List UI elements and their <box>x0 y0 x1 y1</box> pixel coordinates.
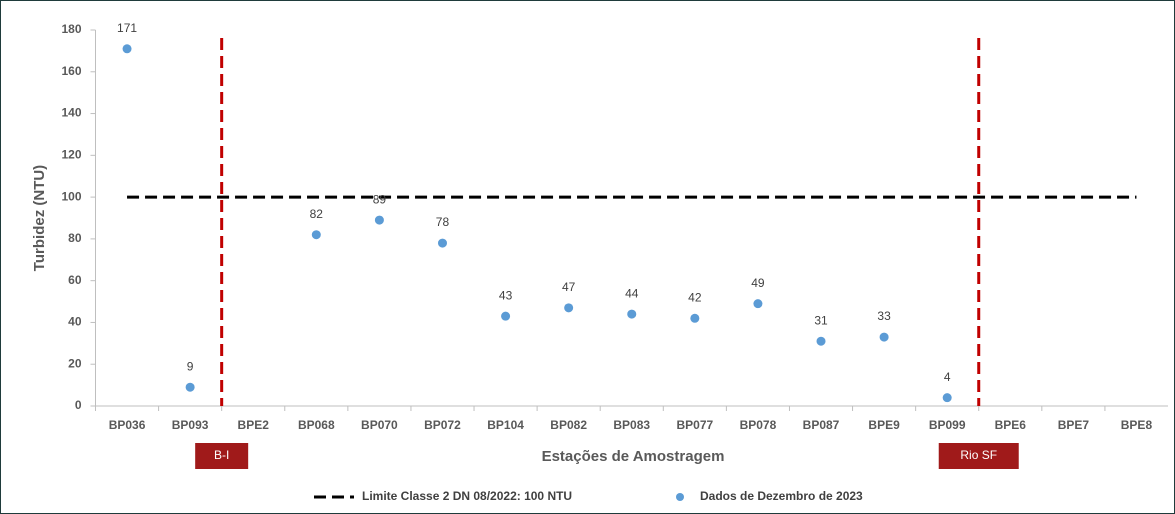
y-tick-label: 60 <box>68 273 82 287</box>
legend-label: Limite Classe 2 DN 08/2022: 100 NTU <box>362 489 572 503</box>
divider-label: B-I <box>214 448 229 462</box>
x-tick-label: BP083 <box>613 418 650 432</box>
data-label: 47 <box>562 280 576 294</box>
x-tick-label: BPE9 <box>868 418 900 432</box>
point <box>816 336 826 346</box>
data-label: 49 <box>751 276 765 290</box>
data-label: 78 <box>436 215 450 229</box>
x-tick-label: BP072 <box>424 418 461 432</box>
data-label: 171 <box>117 21 137 35</box>
y-tick-label: 0 <box>75 398 82 412</box>
point <box>122 44 132 54</box>
x-tick-label: BP104 <box>487 418 524 432</box>
point <box>564 303 574 313</box>
data-label: 43 <box>499 288 513 302</box>
x-tick-label: BPE6 <box>995 418 1027 432</box>
y-tick-label: 80 <box>68 231 82 245</box>
x-tick-label: BP099 <box>929 418 966 432</box>
x-tick-label: BP082 <box>550 418 587 432</box>
x-tick-label: BP036 <box>109 418 146 432</box>
x-tick-label: BP078 <box>740 418 777 432</box>
y-tick-label: 20 <box>68 356 82 370</box>
point <box>311 230 321 240</box>
point <box>374 215 384 225</box>
point <box>942 393 952 403</box>
y-axis-title: Turbidez (NTU) <box>31 165 48 271</box>
divider-label-box <box>195 443 249 469</box>
data-label: 42 <box>688 290 702 304</box>
x-tick-label: BP068 <box>298 418 335 432</box>
x-tick-label: BPE8 <box>1121 418 1153 432</box>
x-axis-title: Estações de Amostragem <box>542 448 725 465</box>
y-tick-label: 140 <box>61 106 81 120</box>
x-tick-label: BPE2 <box>238 418 270 432</box>
data-label: 33 <box>877 309 891 323</box>
divider-label-box <box>938 443 1019 469</box>
data-label: 44 <box>625 286 639 300</box>
y-tick-label: 180 <box>61 22 81 36</box>
y-tick-label: 40 <box>68 315 82 329</box>
x-tick-label: BPE7 <box>1058 418 1090 432</box>
data-label: 82 <box>310 207 324 221</box>
point <box>690 313 700 323</box>
legend-label: Dados de Dezembro de 2023 <box>700 489 863 503</box>
x-tick-label: BP087 <box>803 418 840 432</box>
point <box>185 382 195 392</box>
point <box>501 311 511 321</box>
point <box>437 238 447 248</box>
x-tick-label: BP070 <box>361 418 398 432</box>
data-label: 4 <box>944 370 951 384</box>
x-tick-label: BP093 <box>172 418 209 432</box>
point <box>879 332 889 342</box>
data-label: 89 <box>373 192 387 206</box>
divider-label: Rio SF <box>960 448 997 462</box>
legend-swatch <box>676 493 684 501</box>
y-tick-label: 100 <box>61 189 81 203</box>
data-label: 31 <box>814 313 828 327</box>
point <box>753 299 763 309</box>
y-tick-label: 120 <box>61 148 81 162</box>
y-tick-label: 160 <box>61 64 81 78</box>
x-tick-label: BP077 <box>676 418 713 432</box>
point <box>627 309 637 319</box>
data-label: 9 <box>187 359 194 373</box>
